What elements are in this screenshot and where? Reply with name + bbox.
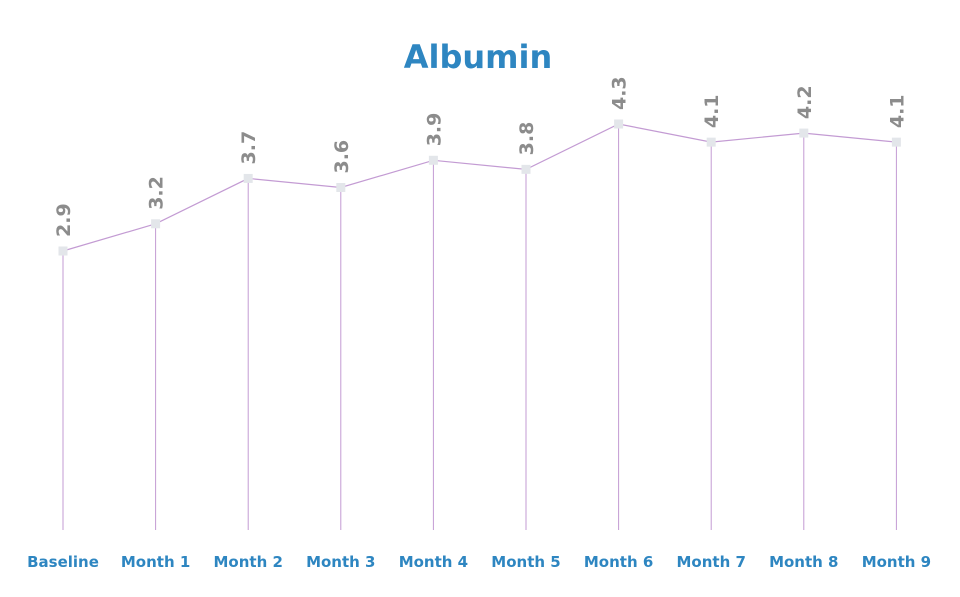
data-point-marker — [151, 219, 161, 229]
x-axis-category-label: Month 1 — [121, 553, 190, 571]
data-value-label: 3.8 — [516, 122, 538, 156]
data-point-marker — [243, 173, 253, 183]
x-axis-category-label: Month 6 — [584, 553, 653, 571]
data-point-marker — [336, 183, 346, 192]
data-point-markers — [58, 119, 901, 256]
data-point-marker — [58, 246, 68, 256]
x-axis-category-label: Month 7 — [676, 553, 745, 571]
data-value-label: 2.9 — [53, 203, 75, 237]
data-point-marker — [799, 128, 809, 138]
data-point-marker — [428, 155, 438, 165]
data-value-label: 4.1 — [701, 94, 723, 128]
data-point-marker — [614, 119, 624, 129]
x-axis-category-label: Baseline — [27, 553, 99, 571]
data-point-marker — [706, 137, 716, 147]
x-axis-category-label: Month 4 — [399, 553, 468, 571]
data-value-label: 3.2 — [146, 176, 168, 210]
x-axis-category-label: Month 5 — [491, 553, 560, 571]
series-line — [62, 123, 897, 252]
data-point-marker — [891, 137, 901, 147]
data-value-label: 3.9 — [423, 113, 445, 147]
data-value-label: 4.1 — [886, 94, 908, 128]
data-value-label: 4.3 — [609, 76, 631, 110]
x-axis-category-label: Month 8 — [769, 553, 838, 571]
x-axis-category-labels: Baseline Month 1 Month 2 Month 3 Month 4 Mont… — [27, 553, 931, 571]
chart-title: Albumin — [404, 38, 553, 76]
data-value-labels: 2.9 3.2 3.7 3.6 3.9 3.8 4.3 4.1 4.2 4.1 — [53, 76, 908, 237]
data-value-label: 3.6 — [331, 140, 353, 174]
x-axis-category-label: Month 9 — [862, 553, 931, 571]
x-axis-category-label: Month 2 — [213, 553, 282, 571]
data-value-label: 3.7 — [238, 131, 260, 165]
data-point-marker — [521, 164, 531, 174]
data-value-label: 4.2 — [794, 85, 816, 119]
x-axis-category-label: Month 3 — [306, 553, 375, 571]
drop-lines — [62, 124, 897, 530]
